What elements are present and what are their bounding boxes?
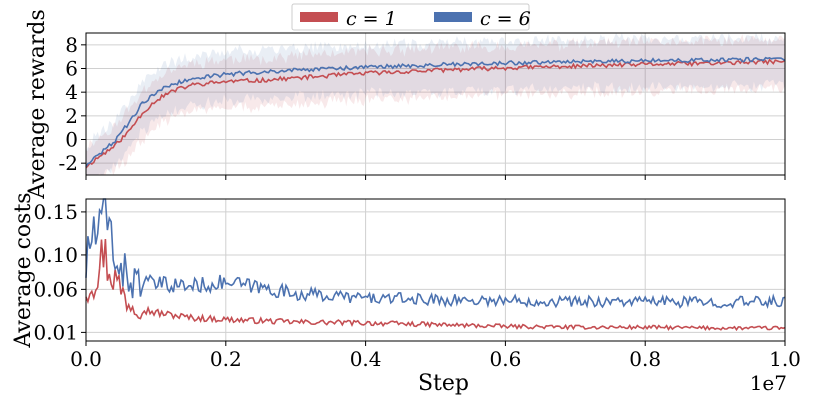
y-tick-label: 4 xyxy=(65,80,78,104)
costs-series-line-c1 xyxy=(85,239,786,332)
y-tick-label: 0.10 xyxy=(33,243,78,267)
x-tick-label: 1.0 xyxy=(769,347,801,371)
x-tick-label: 0.6 xyxy=(489,347,521,371)
x-tick-label: 0.2 xyxy=(210,347,242,371)
x-axis-label: Step xyxy=(418,371,469,396)
y-tick-label: 0.15 xyxy=(33,200,78,224)
rewards-band-c1 xyxy=(86,34,785,175)
y-tick-label: 0.06 xyxy=(33,277,78,301)
rewards-band-c6 xyxy=(86,33,785,175)
x-tick-label: 0.8 xyxy=(629,347,661,371)
y-tick-label: 0 xyxy=(65,128,78,152)
rewards-series-line-c1 xyxy=(85,58,786,169)
costs-x-ticks: 0.0 0.2 0.4 0.6 0.8 1.0 xyxy=(70,341,801,371)
costs-y-ticks: 0.01 0.06 0.10 0.15 xyxy=(33,200,86,344)
y-tick-label: -2 xyxy=(59,151,78,175)
rewards-y-label: Average rewards xyxy=(25,9,50,200)
y-tick-label: 0.01 xyxy=(33,320,78,344)
legend-swatch-c6 xyxy=(434,12,472,22)
legend: c = 1 c = 6 xyxy=(291,3,531,31)
x-tick-label: 0.4 xyxy=(350,347,382,371)
x-tick-label: 0.0 xyxy=(70,347,102,371)
y-tick-label: 2 xyxy=(65,104,78,128)
costs-y-label: Average costs xyxy=(11,192,36,348)
y-tick-label: 6 xyxy=(65,57,78,81)
legend-label-c1: c = 1 xyxy=(346,8,397,30)
legend-frame xyxy=(291,3,530,31)
costs-axes-frame xyxy=(85,198,786,342)
x-axis-scale-note: 1e7 xyxy=(750,371,787,395)
legend-label-c6: c = 6 xyxy=(480,8,531,30)
costs-panel: 0.01 0.06 0.10 0.15 0.0 0.2 0.4 0.6 0.8 1.0 Aver… xyxy=(11,192,801,396)
costs-series-line-c6 xyxy=(85,198,786,309)
costs-lines xyxy=(85,198,786,332)
rewards-series-line-c6 xyxy=(85,56,786,168)
costs-grid xyxy=(85,199,786,341)
rewards-lines xyxy=(85,56,786,169)
rewards-bands xyxy=(86,33,785,175)
y-tick-label: 8 xyxy=(65,33,78,57)
legend-swatch-c1 xyxy=(300,12,338,22)
rewards-axes-frame xyxy=(85,32,786,176)
